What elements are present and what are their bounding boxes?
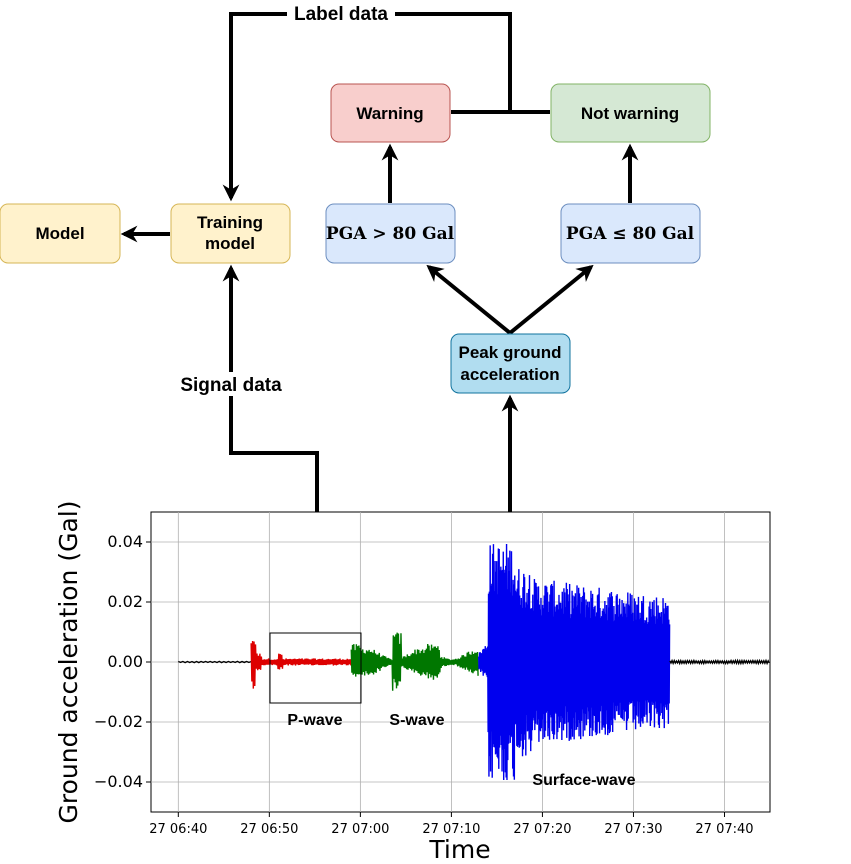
training-model-box: Training model xyxy=(170,203,291,264)
y-tick-labels: 0.04 0.02 0.00 −0.02 −0.04 xyxy=(94,532,151,791)
peak-to-pga-le-arrow xyxy=(508,264,594,335)
warning-label: Warning xyxy=(356,104,423,123)
training-model-label-line1: Training xyxy=(197,213,263,232)
y-tick-label: −0.02 xyxy=(94,712,143,731)
x-tick-label: 27 07:00 xyxy=(331,822,389,837)
peak-ground-acceleration-box: Peak ground acceleration xyxy=(450,333,571,394)
noise-before-trace xyxy=(178,660,252,664)
not-warning-box: Not warning xyxy=(550,83,711,143)
x-tick-label: 27 07:20 xyxy=(513,822,571,837)
peak-to-pga-gt-arrow xyxy=(426,264,512,335)
label-data-label: Label data xyxy=(294,4,388,25)
seismogram-chart: 27 06:40 27 06:50 27 07:00 27 07:10 27 07:20… xyxy=(54,501,771,864)
x-tick-label: 27 06:40 xyxy=(149,822,207,837)
waveform-traces xyxy=(178,543,770,780)
pga-le-label: PGA ≤ 80 Gal xyxy=(566,224,695,244)
model-label: Model xyxy=(35,224,84,243)
y-axis-label: Ground acceleration (Gal) xyxy=(54,501,83,824)
peak-label-line2: acceleration xyxy=(460,365,559,384)
pga-gt-label: PGA > 80 Gal xyxy=(326,224,455,244)
x-tick-labels: 27 06:40 27 06:50 27 07:00 27 07:10 27 07:20… xyxy=(149,812,754,837)
peak-label-line1: Peak ground xyxy=(459,343,562,362)
y-tick-label: 0.02 xyxy=(107,592,143,611)
y-tick-label: 0.04 xyxy=(107,532,143,551)
model-box: Model xyxy=(0,203,121,264)
p-wave-label: P-wave xyxy=(287,712,342,729)
y-tick-label: 0.00 xyxy=(107,652,143,671)
surface-wave-trace xyxy=(478,543,671,780)
pga-le-box: PGA ≤ 80 Gal xyxy=(560,203,701,264)
warning-box: Warning xyxy=(330,83,451,143)
pga-gt-box: PGA > 80 Gal xyxy=(325,203,456,264)
surface-wave-label: Surface-wave xyxy=(532,772,635,789)
noise-after-trace xyxy=(669,658,770,666)
x-tick-label: 27 07:30 xyxy=(604,822,662,837)
x-axis-label: Time xyxy=(428,835,490,864)
p-wave-selection-box xyxy=(269,632,362,704)
s-wave-label: S-wave xyxy=(389,712,444,729)
x-tick-label: 27 07:10 xyxy=(422,822,480,837)
signal-data-label: Signal data xyxy=(180,375,282,396)
x-tick-label: 27 07:40 xyxy=(695,822,753,837)
not-warning-label: Not warning xyxy=(581,104,679,123)
s-wave-trace xyxy=(350,632,479,691)
p-wave-trace xyxy=(250,641,352,689)
y-tick-label: −0.04 xyxy=(94,772,143,791)
training-model-label-line2: model xyxy=(205,234,255,253)
x-tick-label: 27 06:50 xyxy=(240,822,298,837)
